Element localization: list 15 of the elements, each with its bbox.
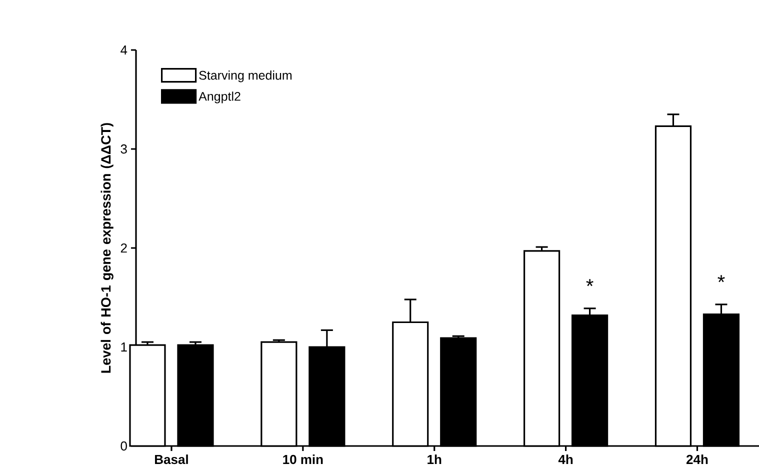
y-tick-label: 1 [121,342,127,352]
y-tick-label: 0 [120,441,127,451]
legend-label: Angptl2 [198,92,240,104]
annotation: * [718,275,725,282]
x-tick-label: Basal [155,454,188,464]
y-axis-title: Level of HO-1 gene expression (ΔΔCT) [100,123,114,373]
annotation: * [586,279,594,286]
x-tick-label: 24h [686,454,708,464]
y-tick-label: 4 [120,46,128,54]
x-tick-label: 1h [428,454,442,464]
x-tick-label: 10 min [283,454,323,464]
legend-label: Starving medium [199,70,292,82]
y-tick-label: 3 [120,144,127,154]
y-tick-label: 2 [120,243,127,253]
x-tick-label: 4h [558,454,573,464]
